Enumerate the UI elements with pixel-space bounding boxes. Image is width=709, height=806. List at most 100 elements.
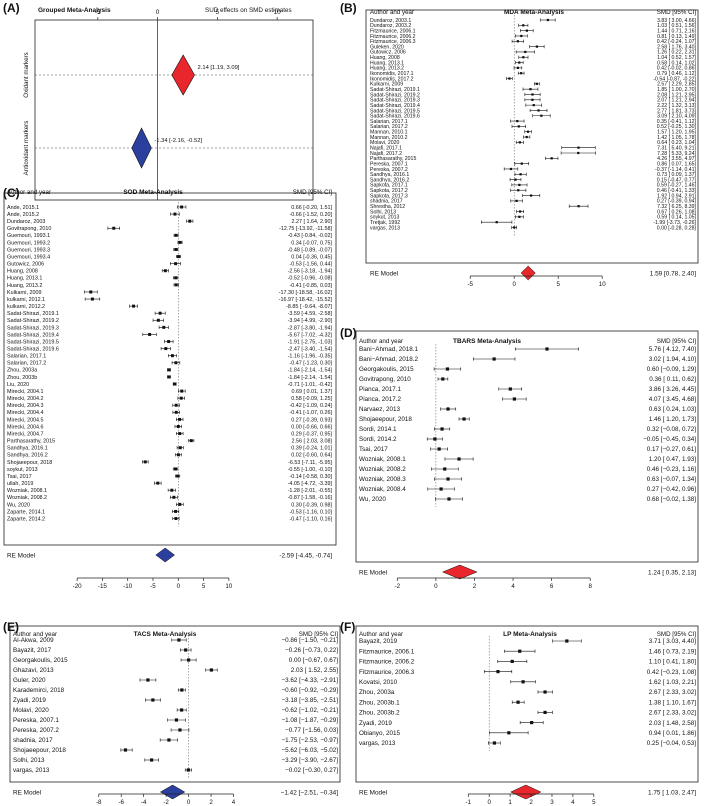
study-label: kulkarni, 2012.2 bbox=[7, 304, 45, 310]
col-header-study: Author and year bbox=[13, 631, 57, 638]
re-model-label: RE Model bbox=[370, 271, 398, 278]
smd-value: 3.02 [ 1.94, 4.10] bbox=[649, 356, 697, 363]
study-label: Zyadi, 2019 bbox=[359, 720, 392, 727]
smd-value: 2.67 [ 2.33, 3.02] bbox=[649, 689, 697, 696]
smd-value: 0.17 [−0.27, 0.61] bbox=[647, 446, 696, 453]
x-tick-label: 6 bbox=[550, 583, 554, 590]
smd-value: 1.57 [ 1.20, 1.95] bbox=[657, 130, 696, 136]
smd-value: -8.85 [ -9.64, -8.07] bbox=[286, 304, 332, 310]
point-estimate bbox=[433, 437, 437, 441]
smd-value: 1.03 [ 0.51, 1.56] bbox=[657, 23, 696, 29]
point-estimate bbox=[445, 367, 450, 371]
x-tick-label: 8 bbox=[588, 583, 592, 590]
x-tick-label: -5 bbox=[150, 583, 156, 590]
point-estimate bbox=[462, 417, 466, 421]
plot-frame bbox=[9, 625, 341, 783]
study-label: ullah, 2019 bbox=[7, 481, 33, 487]
point-estimate bbox=[535, 82, 538, 85]
study-label: Bani−Ahmad, 2018.2 bbox=[359, 356, 418, 363]
smd-value: 0.42 [-0.24, 1.07] bbox=[657, 39, 697, 45]
point-estimate bbox=[529, 194, 533, 197]
header-right: SUD effects on SMD estimates bbox=[205, 7, 292, 14]
smd-value: -3.59 [-4.59, -2.58] bbox=[288, 311, 333, 317]
point-estimate bbox=[443, 467, 447, 471]
study-label: Sadat-Shirazi, 2019.2 bbox=[370, 92, 420, 98]
study-label: Mirecki, 2004.6 bbox=[7, 424, 44, 430]
study-label: Sandhya, 2016.2 bbox=[370, 177, 409, 183]
smd-value: 1.44 [ 0.71, 2.16] bbox=[657, 28, 696, 34]
study-label: Fitzmaurice, 2006.3 bbox=[359, 669, 415, 676]
point-estimate bbox=[151, 698, 155, 702]
plot-frame bbox=[355, 625, 699, 783]
study-label: Sandhya, 2016.1 bbox=[7, 446, 48, 452]
smd-value: 0.35 [-0.41, 1.12] bbox=[657, 119, 697, 125]
smd-value: 0.34 [-0.07, 0.75] bbox=[291, 240, 332, 246]
smd-value: 2.08 [ 1.21, 2.95] bbox=[657, 92, 696, 98]
smd-value: −0.05 [−0.45, 0.34] bbox=[643, 436, 696, 443]
study-label: Kovatsi, 2010 bbox=[359, 679, 398, 686]
effect-diamond bbox=[131, 127, 152, 169]
point-estimate bbox=[518, 649, 522, 653]
smd-value: 0.02 [-0.60, 0.64] bbox=[291, 453, 332, 459]
smd-value: 0.58 [-0.09, 1.25] bbox=[291, 396, 332, 402]
point-estimate bbox=[174, 517, 178, 521]
point-estimate bbox=[174, 361, 178, 365]
point-estimate bbox=[530, 721, 534, 725]
re-model-value: -2.59 [-4.45, -0.74] bbox=[279, 553, 332, 560]
smd-value: 0.60 [−0.09, 1.29] bbox=[647, 366, 696, 373]
study-label: Ande, 2015.2 bbox=[7, 212, 39, 218]
study-label: Mirecki, 2004.4 bbox=[7, 410, 44, 416]
panel-b: (B) MDA Meta-Analysis Author and year SMD [… bbox=[340, 1, 699, 288]
point-estimate bbox=[170, 354, 174, 358]
point-estimate bbox=[174, 247, 178, 251]
smd-value: 2.03 [ 1.52, 2.55] bbox=[291, 667, 339, 674]
study-label: Wu, 2020 bbox=[7, 502, 30, 508]
chart-title: TBARS Meta-Analysis bbox=[453, 338, 521, 345]
point-estimate bbox=[522, 24, 525, 27]
x-tick-label: -6 bbox=[118, 799, 124, 806]
study-label: Mirecki, 2004.5 bbox=[7, 417, 44, 423]
study-label: Bayazit, 2019 bbox=[359, 638, 398, 645]
study-label: Salarian, 2017.2 bbox=[370, 124, 408, 130]
study-label: Sadat-Shirazi, 2019.1 bbox=[370, 87, 420, 93]
point-estimate bbox=[178, 417, 182, 421]
study-label: Shojaeepour, 2018 bbox=[7, 460, 52, 466]
smd-value: -0.71 [-1.01, -0.42] bbox=[288, 382, 333, 388]
point-estimate bbox=[189, 439, 193, 443]
x-tick-label: 5 bbox=[216, 9, 220, 16]
study-label: shadnia, 2017 bbox=[370, 199, 403, 205]
study-label: Tsai, 2017 bbox=[359, 446, 388, 453]
study-label: Govitrapong, 2010 bbox=[359, 376, 411, 383]
study-label: Sapkota, 2017.3 bbox=[370, 193, 408, 199]
smd-value: 2.67 [ 2.33, 3.02] bbox=[649, 710, 697, 717]
point-estimate bbox=[509, 167, 513, 171]
point-estimate bbox=[516, 119, 519, 123]
study-label: Zaparte, 2014.2 bbox=[7, 516, 45, 522]
re-model-value: 1.24 [ 0.35, 2.13] bbox=[648, 570, 696, 577]
x-tick-label: 2 bbox=[529, 799, 533, 806]
study-label: Molavi, 2020 bbox=[13, 707, 49, 714]
point-estimate bbox=[174, 410, 178, 414]
study-label: Solhi, 2013 bbox=[370, 209, 396, 215]
study-label: Sordi, 2014.2 bbox=[359, 436, 397, 443]
panel-a: (A) Grouped Meta-Analysis SUD effects on S… bbox=[3, 1, 314, 201]
study-label: Sadat-Shirazi, 2019.4 bbox=[370, 103, 420, 109]
smd-value: 2.27 [ 1.64, 2.90] bbox=[292, 219, 333, 225]
study-label: Al-Akwa, 2009 bbox=[13, 637, 54, 644]
smd-value: 0.00 [-0.28, 0.28] bbox=[657, 225, 697, 231]
point-estimate bbox=[508, 77, 511, 80]
study-label: Solhi, 2013 bbox=[13, 757, 45, 764]
smd-value: 0.27 [-0.39, 0.94] bbox=[657, 199, 697, 205]
panel-label: (B) bbox=[340, 1, 357, 15]
study-label: Mirecki, 2004.2 bbox=[7, 396, 44, 402]
panel-label: (E) bbox=[3, 620, 19, 634]
study-label: Sapkota, 2017.2 bbox=[370, 188, 408, 194]
smd-value: -12.75 [-13.92, -11.58] bbox=[279, 226, 332, 232]
study-label: Wozniak, 2008.3 bbox=[359, 476, 406, 483]
re-model-diamond bbox=[155, 547, 175, 563]
point-estimate bbox=[174, 276, 178, 280]
study-label: Huang, 2013.2 bbox=[7, 283, 42, 289]
study-label: Zhou, 2003b bbox=[7, 375, 37, 381]
study-label: Ikonomidis, 2017.1 bbox=[370, 71, 414, 77]
